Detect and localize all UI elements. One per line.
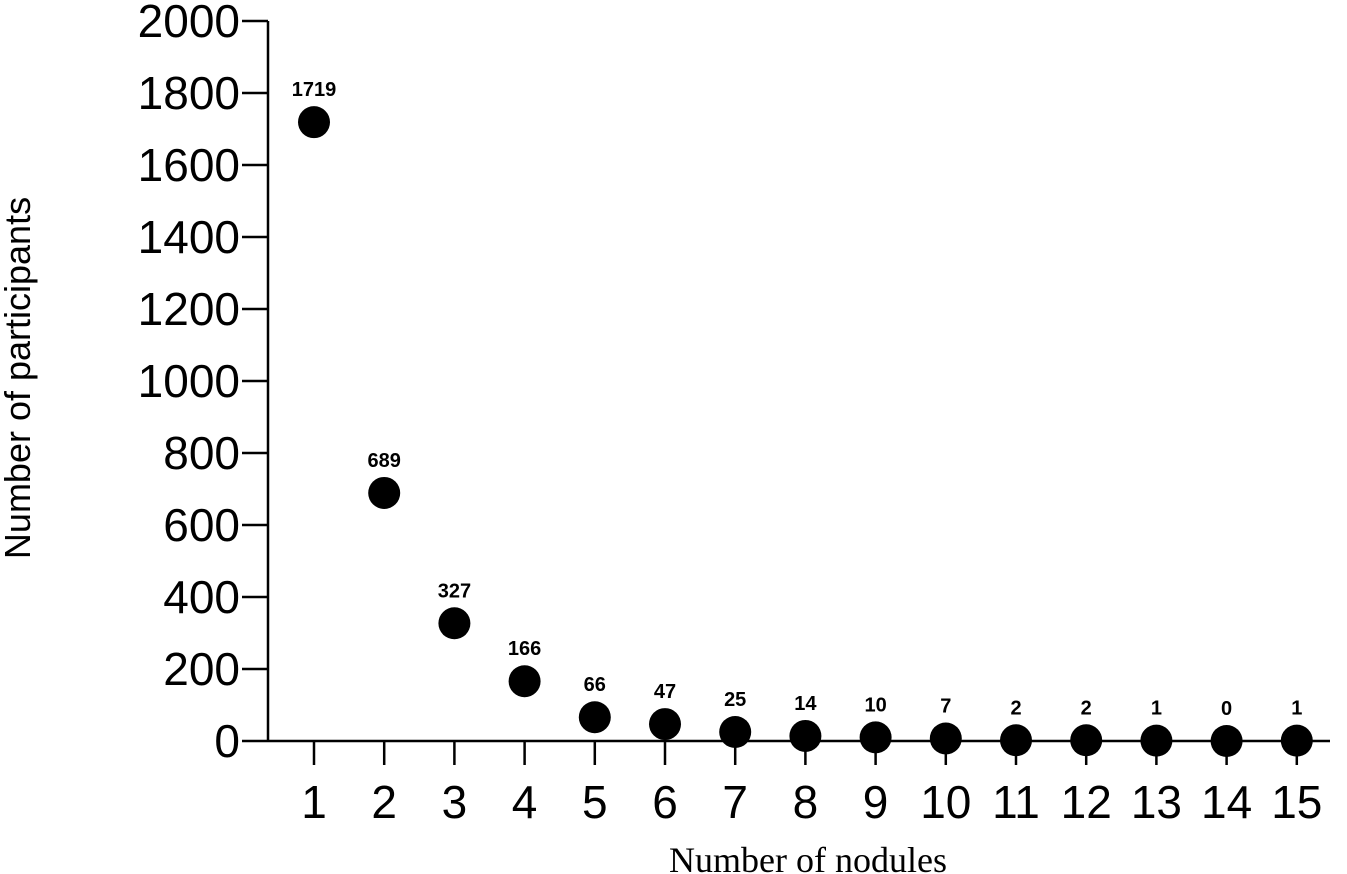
data-label: 689 [368, 450, 401, 472]
y-tick-label: 1600 [138, 139, 240, 191]
data-label: 10 [864, 694, 886, 716]
y-tick-label: 600 [163, 499, 240, 551]
x-tick-label: 13 [1131, 776, 1182, 828]
data-label: 1 [1291, 698, 1302, 720]
x-tick-label: 14 [1201, 776, 1252, 828]
x-tick-label: 5 [582, 776, 608, 828]
data-point [578, 701, 611, 734]
x-tick-label: 6 [652, 776, 678, 828]
data-label: 2 [1010, 697, 1021, 719]
x-tick-label: 15 [1271, 776, 1322, 828]
y-tick-label: 1200 [138, 283, 240, 335]
data-point [1280, 724, 1313, 757]
data-point [1140, 724, 1173, 757]
x-axis-label: Number of nodules [669, 840, 947, 874]
x-tick-label: 8 [793, 776, 819, 828]
y-tick-label: 200 [163, 643, 240, 695]
y-tick-label: 0 [214, 715, 240, 767]
data-point [649, 708, 681, 741]
y-tick-label: 1800 [138, 67, 240, 119]
data-point [1070, 724, 1103, 757]
y-tick-label: 1000 [138, 355, 240, 407]
data-label: 25 [724, 689, 746, 711]
data-label: 66 [584, 674, 606, 696]
x-tick-label: 1 [301, 776, 327, 828]
data-label: 2 [1081, 697, 1092, 719]
x-axis: 1 2 3 4 5 6 7 8 9 10 11 12 13 14 15 [268, 739, 1330, 828]
data-points [298, 106, 1313, 757]
data-point [1000, 724, 1032, 757]
data-point [438, 607, 471, 640]
y-tick-label: 2000 [138, 0, 240, 47]
x-tick-label: 11 [992, 776, 1040, 828]
x-tick-label: 10 [920, 776, 971, 828]
y-tick-label: 800 [163, 427, 240, 479]
data-label: 327 [438, 580, 471, 602]
data-point [508, 665, 541, 698]
x-tick-label: 9 [863, 776, 889, 828]
data-point [719, 716, 752, 748]
data-label: 7 [940, 695, 951, 717]
data-point [789, 719, 822, 752]
x-tick-label: 7 [722, 776, 748, 828]
x-tick-label: 4 [512, 776, 538, 828]
y-axis-label: Number of participants [0, 197, 38, 559]
data-point [368, 476, 401, 509]
data-point [859, 721, 892, 754]
x-tick-label: 3 [442, 776, 468, 828]
x-tick-label: 12 [1061, 776, 1112, 828]
y-tick-label: 1400 [138, 211, 240, 263]
data-label: 1719 [292, 79, 337, 101]
data-label: 1 [1151, 698, 1162, 720]
data-label: 14 [794, 693, 817, 715]
data-point [929, 722, 962, 755]
y-tick-label: 400 [163, 571, 240, 623]
data-label: 0 [1221, 698, 1232, 720]
data-label: 47 [654, 681, 676, 703]
data-point [298, 106, 330, 139]
data-label: 166 [508, 638, 541, 660]
x-tick-label: 2 [371, 776, 397, 828]
y-axis: 0 200 400 600 800 1000 1200 1400 1600 1800 2000 [138, 0, 270, 767]
data-point [1210, 725, 1243, 757]
